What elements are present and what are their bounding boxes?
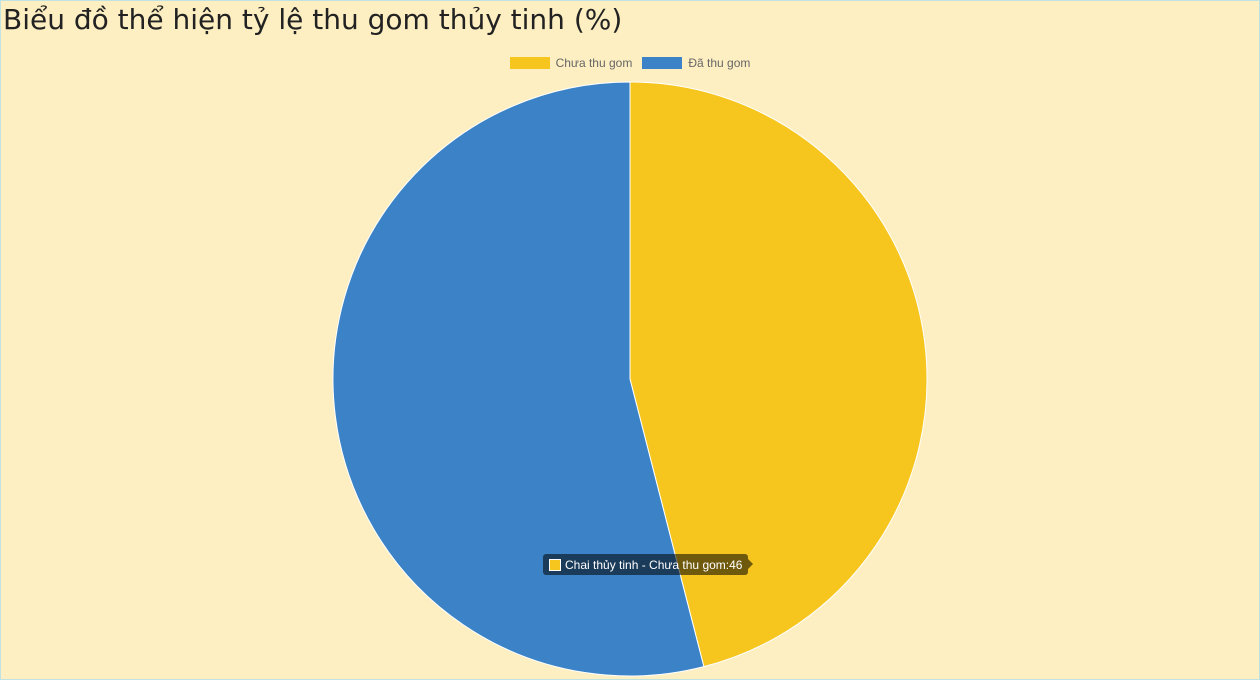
legend-item-da-thu-gom[interactable]: Đã thu gom [642, 56, 750, 70]
tooltip-swatch [549, 558, 561, 571]
legend-swatch-da-thu-gom [642, 57, 683, 69]
legend-item-chua-thu-gom[interactable]: Chưa thu gom [509, 56, 633, 70]
legend-swatch-chua-thu-gom [509, 57, 550, 69]
pie-slice-chua-thu-gom[interactable] [629, 81, 928, 668]
chart-legend: Chưa thu gom Đã thu gom [0, 56, 1260, 70]
legend-label-da-thu-gom: Đã thu gom [688, 56, 751, 70]
chart-tooltip: Chai thủy tinh - Chưa thu gom:46 [543, 554, 754, 575]
tooltip-text: Chai thủy tinh - Chưa thu gom:46 [565, 557, 743, 572]
chart-title: Biểu đồ thể hiện tỷ lệ thu gom thủy tinh… [3, 3, 623, 36]
pie-slice-da-thu-gom[interactable] [332, 81, 705, 677]
legend-label-chua-thu-gom: Chưa thu gom [555, 56, 633, 70]
